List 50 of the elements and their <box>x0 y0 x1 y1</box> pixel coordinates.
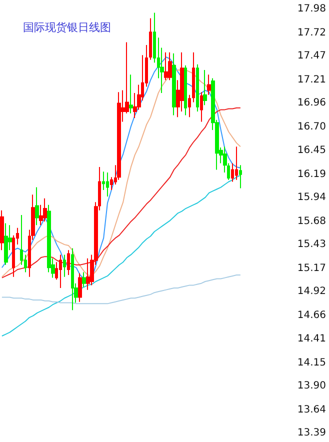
y-tick-label: 14.66 <box>297 310 326 322</box>
candlestick <box>129 74 133 114</box>
candlestick <box>117 92 121 180</box>
candlestick <box>82 272 86 288</box>
candlestick <box>196 64 199 112</box>
candlestick <box>188 94 191 118</box>
y-tick-label: 17.21 <box>297 74 326 86</box>
candlestick <box>235 146 238 180</box>
y-tick-label: 13.39 <box>297 428 326 438</box>
candlestick <box>67 250 70 276</box>
candlestick <box>239 164 242 189</box>
y-tick-label: 15.43 <box>297 239 326 250</box>
y-tick-label: 15.94 <box>297 192 326 203</box>
candlestick <box>71 248 74 311</box>
candlestick <box>63 254 66 278</box>
candlestick <box>59 254 62 288</box>
y-tick-label: 14.41 <box>297 333 326 344</box>
candlestick <box>192 52 195 103</box>
line-series <box>1 274 241 304</box>
y-tick-label: 14.15 <box>297 357 326 368</box>
line-series <box>1 107 241 278</box>
candlestick <box>35 186 39 226</box>
y-tick-label: 14.92 <box>297 286 326 298</box>
y-tick-label: 16.70 <box>297 122 326 133</box>
candlestick <box>164 52 168 81</box>
line-series <box>1 174 241 337</box>
candlestick <box>207 74 211 96</box>
y-tick-label: 16.45 <box>297 144 326 156</box>
y-tick-label: 15.68 <box>297 216 326 227</box>
y-tick-label: 16.19 <box>297 168 326 180</box>
candlestick <box>0 210 4 251</box>
candlestick <box>86 258 90 290</box>
candlestick <box>203 69 207 106</box>
y-tick-label: 17.98 <box>297 4 326 14</box>
candlestick <box>106 172 109 198</box>
y-tick-label: 17.47 <box>297 50 326 62</box>
y-tick-label: 17.72 <box>297 28 326 39</box>
candlestick <box>149 18 152 60</box>
y-tick-label: 16.96 <box>297 98 326 109</box>
candlestick <box>184 64 187 116</box>
y-tick-label: 13.64 <box>297 404 326 416</box>
candlestick <box>43 198 47 222</box>
y-tick-label: 13.90 <box>297 380 326 392</box>
text: 国际现货银日线图 <box>23 21 111 34</box>
candlestick <box>4 222 8 266</box>
y-tick-label: 15.17 <box>297 263 326 274</box>
candlestick <box>168 52 172 81</box>
candlestick <box>200 92 203 122</box>
candlestick <box>172 52 176 116</box>
candlestick <box>78 272 82 302</box>
